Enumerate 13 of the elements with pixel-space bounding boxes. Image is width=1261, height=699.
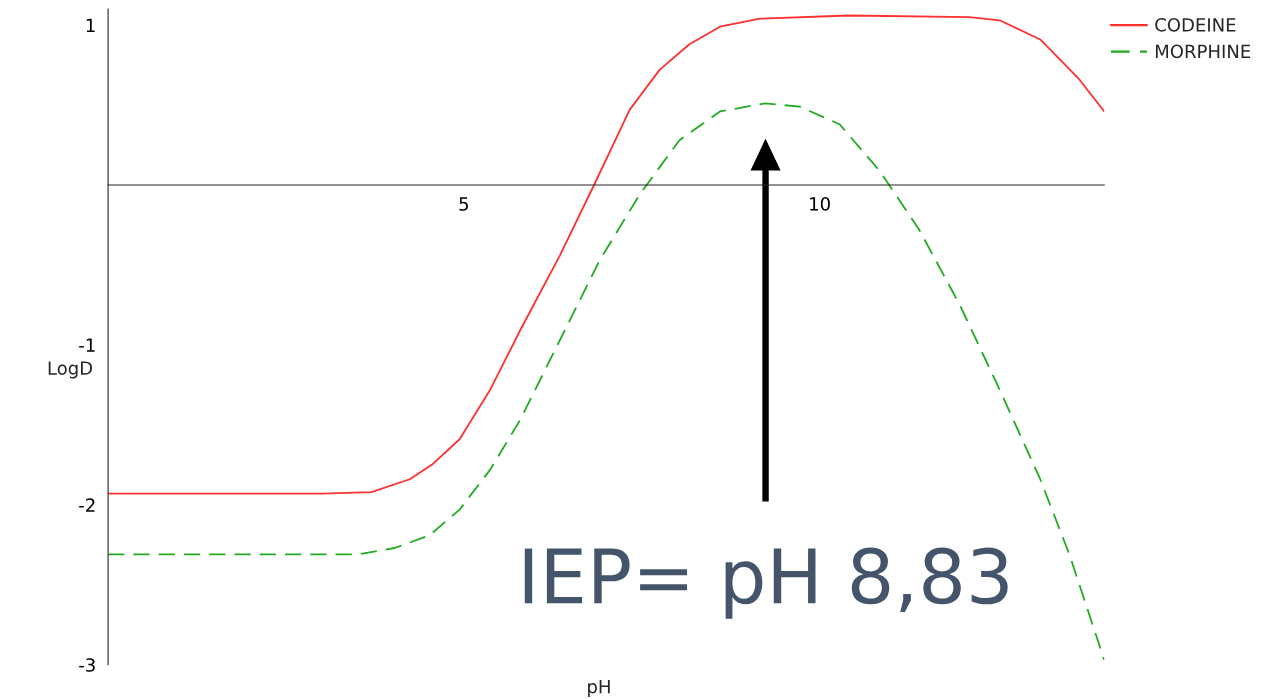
line-series <box>108 102 1105 661</box>
line-series <box>108 14 1105 495</box>
x-tick-label: 10 <box>810 197 830 211</box>
x-axis-title: pH <box>588 679 610 697</box>
y-axis-title: LogD <box>48 361 93 379</box>
y-tick-label: 1 <box>86 18 95 32</box>
y-tick-label: -2 <box>79 498 95 512</box>
legend-label: CODEINE <box>1155 18 1236 32</box>
legend-label: MORPHINE <box>1155 44 1251 59</box>
y-tick-label: -1 <box>79 338 95 352</box>
y-tick-label: -3 <box>79 658 95 672</box>
x-tick-label: 5 <box>459 197 469 211</box>
annotation: IEP= pH 8,83 <box>524 547 1008 619</box>
